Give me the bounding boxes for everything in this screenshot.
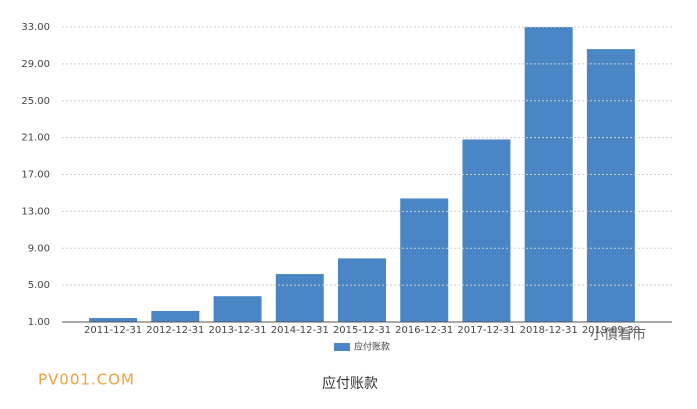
y-tick-label: 9.00 [28, 243, 50, 254]
x-tick-label: 2013-12-31 [208, 325, 266, 336]
bar [213, 296, 262, 322]
caption: 应付账款 [322, 375, 378, 392]
legend-swatch [334, 343, 350, 351]
bar [462, 139, 511, 322]
bar [400, 198, 449, 322]
y-tick-label: 25.00 [21, 96, 50, 107]
bar [275, 274, 324, 322]
bar [338, 258, 386, 322]
x-tick-label: 2011-12-31 [84, 325, 142, 336]
y-tick-label: 33.00 [21, 22, 50, 33]
x-tick-label: 2018-12-31 [520, 325, 578, 336]
y-tick-label: 5.00 [28, 280, 50, 291]
x-tick-label: 2017-12-31 [457, 325, 515, 336]
bar [151, 310, 200, 322]
y-tick-label: 29.00 [21, 59, 50, 70]
y-tick-label: 21.00 [21, 133, 50, 144]
y-tick-label: 13.00 [21, 206, 50, 217]
y-tick-label: 17.00 [21, 170, 50, 181]
y-tick-label: 1.00 [28, 317, 50, 328]
x-tick-label: 2014-12-31 [271, 325, 329, 336]
x-tick-label: 2012-12-31 [146, 325, 204, 336]
legend-label: 应付账款 [354, 341, 390, 353]
site-label: PV001.COM [38, 371, 135, 389]
x-tick-label: 2015-12-31 [333, 325, 391, 336]
bar [89, 318, 138, 322]
x-tick-label: 2019-09-30 [582, 325, 640, 336]
bar [524, 27, 573, 322]
x-tick-label: 2016-12-31 [395, 325, 453, 336]
bar [586, 49, 635, 322]
watermark: 小債看市 [590, 326, 646, 343]
